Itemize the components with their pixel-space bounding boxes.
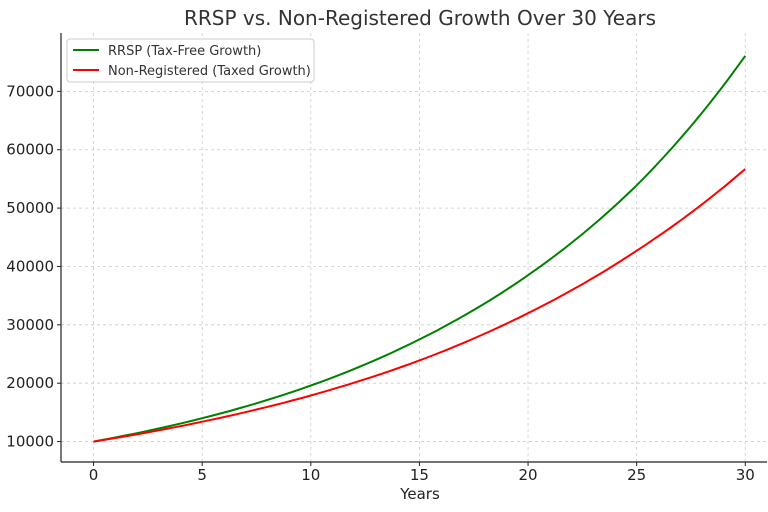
x-ticks: 0 5 10 15 20 25 30 [89, 462, 755, 484]
series-line-1 [93, 168, 746, 443]
x-tick-label: 30 [736, 466, 755, 484]
y-tick-label: 20000 [6, 374, 54, 392]
x-tick-label: 0 [89, 466, 99, 484]
axes [60, 33, 767, 463]
grid [61, 33, 767, 462]
x-tick-label: 25 [627, 466, 646, 484]
legend-label-0: RRSP (Tax-Free Growth) [108, 44, 261, 59]
y-tick-label: 50000 [6, 199, 54, 217]
y-ticks: 10000 20000 30000 40000 50000 60000 70000 [6, 82, 61, 451]
legend-label-1: Non-Registered (Taxed Growth) [108, 64, 311, 79]
x-axis-label: Years [399, 485, 440, 503]
x-tick-label: 5 [197, 466, 207, 484]
series-line-0 [93, 55, 747, 443]
x-tick-label: 20 [518, 466, 537, 484]
legend: RRSP (Tax-Free Growth) Non-Registered (Ta… [66, 38, 315, 83]
chart-title: RRSP vs. Non-Registered Growth Over 30 Y… [184, 6, 656, 30]
y-tick-label: 70000 [6, 82, 54, 100]
legend-box [66, 38, 315, 83]
y-tick-label: 30000 [6, 316, 54, 334]
x-tick-label: 15 [410, 466, 429, 484]
y-tick-label: 10000 [6, 433, 54, 451]
y-tick-label: 40000 [6, 257, 54, 275]
series-layer [93, 55, 747, 443]
y-tick-label: 60000 [6, 141, 54, 159]
x-tick-label: 10 [301, 466, 320, 484]
